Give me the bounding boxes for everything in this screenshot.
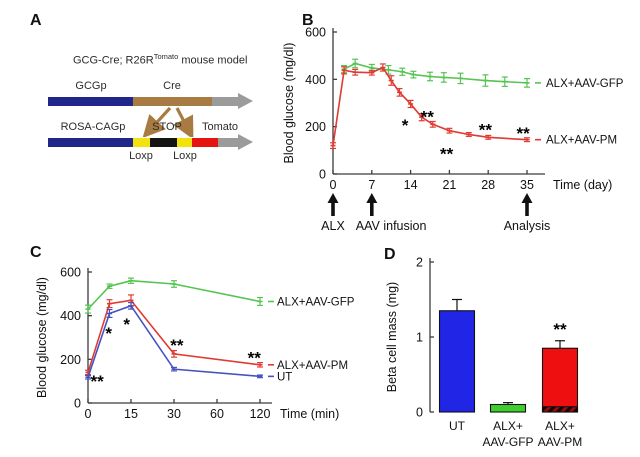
timeline-arrow	[327, 193, 339, 203]
series-label-ALX+AAV-PM: ALX+AAV-PM	[277, 360, 348, 372]
construct1-promoter-segment	[48, 96, 133, 106]
x-tick-label: 120	[250, 407, 271, 421]
y-tick-label: 2	[416, 256, 423, 270]
construct2-arrowhead	[238, 134, 253, 150]
cre-gene-label: Cre	[163, 80, 181, 92]
series-line-ALX+AAV-PM	[332, 66, 528, 146]
category-label: AAV-GFP	[482, 435, 533, 449]
y-tick-label: 0	[74, 397, 81, 411]
cre-excision-arrows	[142, 106, 194, 137]
bar-ALX+-AAV-GFP	[489, 403, 527, 413]
construct2-loxp-left-segment	[133, 137, 150, 147]
significance-marker: **	[421, 107, 435, 126]
x-tick-label: 0	[330, 178, 337, 192]
mouse-model-title-pre: GCG-Cre; R26R	[73, 54, 154, 67]
loxp-right-label: Loxp	[173, 150, 197, 162]
construct2-tomato-segment	[192, 137, 218, 147]
category-label: UT	[449, 419, 466, 433]
mouse-model-title-superscript: Tomato	[153, 52, 179, 61]
significance-marker: **	[91, 372, 105, 391]
y-tick-label: 0	[319, 168, 326, 182]
mouse-model-title: GCG-Cre; R26RTomato mouse model	[73, 52, 247, 67]
construct2-shaft-segment	[218, 137, 238, 147]
y-tick-label: 0	[416, 406, 423, 420]
x-tick-label: 7	[368, 178, 375, 192]
series-label-ALX+AAV-PM: ALX+AAV-PM	[546, 135, 617, 147]
construct1-shaft-segment	[212, 96, 238, 106]
significance-marker: **	[440, 145, 454, 164]
significance-marker: **	[248, 348, 262, 367]
rosa-cagp-promoter-label: ROSA-CAGp	[60, 121, 126, 133]
x-tick-label: 30	[167, 407, 181, 421]
y-tick-label: 200	[60, 353, 81, 367]
x-tick-label: 60	[210, 407, 224, 421]
category-label: ALX+	[493, 419, 523, 433]
x-axis-title: Time (day)	[553, 178, 612, 192]
significance-marker: *	[402, 116, 409, 135]
category-label: ALX+	[545, 419, 575, 433]
construct2-bar	[48, 133, 253, 151]
construct2-promoter-segment	[48, 137, 133, 147]
bar-UT	[438, 310, 476, 413]
construct1-arrowhead	[238, 93, 253, 109]
panel-b-label: B	[302, 12, 314, 29]
y-tick-label: 200	[305, 120, 326, 134]
timeline-arrow-shaft	[525, 203, 529, 216]
x-axis-title: Time (min)	[280, 407, 339, 421]
timeline-arrow-shaft	[331, 203, 335, 216]
cre-arrow-lines	[142, 106, 194, 137]
timeline-arrow	[521, 193, 533, 203]
significance-marker: *	[105, 324, 112, 343]
panel-d-label: D	[384, 246, 396, 263]
construct2-loxp-right-segment	[177, 137, 192, 147]
series-line-ALX+AAV-GFP	[343, 62, 528, 84]
timeline-arrow	[366, 193, 378, 203]
timeline-arrow-shaft	[370, 203, 374, 216]
hatched-bar-base	[541, 406, 579, 413]
series-label-ALX+AAV-GFP: ALX+AAV-GFP	[546, 78, 624, 90]
y-tick-label: 1	[416, 331, 423, 345]
construct2-stop-segment	[150, 137, 177, 147]
significance-marker: **	[479, 121, 493, 140]
x-tick-label: 14	[404, 178, 418, 192]
construct1-cre-segment	[133, 96, 212, 106]
x-tick-label: 0	[85, 407, 92, 421]
significance-marker: *	[123, 315, 130, 334]
y-tick-label: 400	[60, 309, 81, 323]
x-tick-label: 28	[481, 178, 495, 192]
y-axis-title: Blood glucose (mg/dl)	[282, 43, 296, 164]
category-label: AAV-PM	[538, 435, 582, 449]
mouse-model-title-post: mouse model	[178, 54, 248, 67]
significance-marker: **	[170, 336, 184, 355]
gcgp-promoter-label: GCGp	[75, 80, 107, 92]
y-tick-label: 400	[305, 73, 326, 87]
y-axis-title: Blood glucose (mg/dl)	[35, 277, 49, 398]
tomato-gene-label: Tomato	[201, 121, 239, 133]
stop-cassette-label: STOP	[152, 121, 182, 133]
timeline-label: ALX	[321, 219, 345, 233]
timeline-label: Analysis	[504, 219, 551, 233]
timeline-label: AAV infusion	[356, 219, 427, 233]
panel-c-label: C	[30, 244, 42, 261]
x-tick-label: 35	[520, 178, 534, 192]
loxp-left-label: Loxp	[129, 150, 153, 162]
series-label-UT: UT	[277, 371, 292, 383]
significance-marker: **	[553, 320, 567, 339]
y-tick-label: 600	[305, 26, 326, 40]
x-tick-label: 15	[124, 407, 138, 421]
bar-ALX+-AAV-PM	[541, 347, 579, 413]
y-tick-label: 600	[60, 266, 81, 280]
significance-marker: **	[517, 124, 531, 143]
series-label-ALX+AAV-GFP: ALX+AAV-GFP	[277, 296, 355, 308]
construct1-bar	[48, 92, 253, 110]
y-axis-title: Beta cell mass (mg)	[385, 282, 399, 392]
x-tick-label: 21	[442, 178, 456, 192]
panel-a-label: A	[30, 12, 42, 29]
